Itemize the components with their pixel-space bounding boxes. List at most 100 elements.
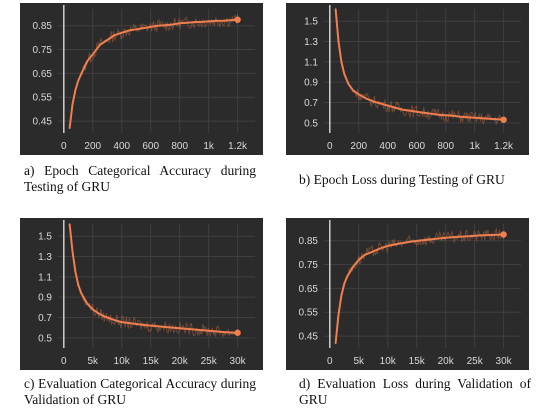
data-point xyxy=(415,110,418,113)
y-tick-label-4: 0.85 xyxy=(299,236,319,247)
y-tick-label-5: 1.5 xyxy=(38,232,52,243)
data-point xyxy=(437,113,440,116)
data-point xyxy=(337,40,340,43)
chart-panel-a: 0.45 0.55 0.65 0.75 0.85 0 200 400 600 800 1k 1.2k xyxy=(20,3,263,155)
series-line xyxy=(334,233,504,344)
chart-b-svg: 0.5 0.7 0.9 1.1 1.3 1.5 0 200 400 600 800 1k 1.2k xyxy=(304,5,521,152)
x-tick-label-3: 600 xyxy=(142,141,159,152)
series-points xyxy=(68,223,239,334)
y-tick-label-5: 1.5 xyxy=(304,17,318,28)
series-raw-line xyxy=(335,8,505,126)
data-point xyxy=(97,312,100,315)
data-point xyxy=(142,27,145,29)
data-point xyxy=(213,330,216,333)
series-end-marker xyxy=(500,116,507,123)
data-point xyxy=(430,112,432,115)
data-point xyxy=(473,116,476,119)
data-point xyxy=(334,8,337,10)
x-tick-label-4: 800 xyxy=(437,141,454,152)
data-point xyxy=(337,313,340,316)
caption-a: a) Epoch Categorical Accuracy during Tes… xyxy=(24,163,256,194)
data-point xyxy=(109,317,111,320)
data-point xyxy=(68,223,71,225)
y-tick-label-0: 0.45 xyxy=(299,332,319,343)
data-point xyxy=(491,234,493,236)
x-tick-label-4: 800 xyxy=(171,141,188,152)
data-point xyxy=(452,114,454,117)
data-point xyxy=(222,19,224,22)
data-point xyxy=(459,115,461,118)
data-point xyxy=(80,292,82,294)
caption-c: c) Evaluation Categorical Accuracy durin… xyxy=(24,376,256,407)
data-point xyxy=(74,270,77,273)
data-point xyxy=(120,321,123,323)
data-point xyxy=(71,103,74,106)
data-point xyxy=(456,236,459,238)
data-point xyxy=(225,331,227,334)
x-tick-label-4: 20k xyxy=(172,356,189,367)
series-points xyxy=(334,8,505,121)
x-tick-label-0: 0 xyxy=(327,141,333,152)
data-point xyxy=(352,89,354,92)
data-point xyxy=(386,104,389,107)
data-point xyxy=(340,294,343,297)
chart-panel-b: 0.5 0.7 0.9 1.1 1.3 1.5 0 200 400 600 800 1k 1.2k xyxy=(286,3,529,155)
data-point xyxy=(77,79,80,82)
series-raw-line xyxy=(69,224,239,338)
data-point xyxy=(343,282,346,285)
y-tick-label-1: 0.55 xyxy=(299,308,319,319)
data-point xyxy=(106,39,109,41)
data-point xyxy=(229,19,232,22)
data-point xyxy=(444,114,447,117)
y-tick-label-0: 0.45 xyxy=(33,117,53,128)
y-tick-label-2: 0.65 xyxy=(33,69,53,80)
data-point xyxy=(186,22,188,24)
data-point xyxy=(128,29,130,32)
series-line xyxy=(68,223,238,334)
y-tick-label-4: 1.3 xyxy=(38,252,52,263)
data-point xyxy=(120,32,123,34)
data-point xyxy=(408,109,411,112)
data-point xyxy=(479,234,482,237)
data-point xyxy=(86,302,88,305)
data-point xyxy=(200,21,203,23)
data-point xyxy=(381,247,383,249)
data-point xyxy=(115,319,117,322)
data-point xyxy=(379,102,382,105)
data-point xyxy=(207,20,210,23)
data-point xyxy=(99,43,101,46)
x-tick-label-2: 400 xyxy=(113,141,130,152)
chart-panel-c: 0.5 0.7 0.9 1.1 1.3 1.5 0 5k 10k 15k 20k 25k 30k xyxy=(20,218,263,370)
data-point xyxy=(372,100,375,103)
data-point xyxy=(68,127,71,130)
x-tick-label-1: 5k xyxy=(87,356,99,367)
chart-c-svg: 0.5 0.7 0.9 1.1 1.3 1.5 0 5k 10k 15k 20k 25k 30k xyxy=(38,220,255,367)
x-tick-label-6: 1.2k xyxy=(228,141,248,152)
chart-d-svg: 0.45 0.55 0.65 0.75 0.85 0 5k 10k 15k 20k 25k 30k xyxy=(299,220,521,367)
data-point xyxy=(495,118,498,121)
data-point xyxy=(193,21,195,23)
y-tick-label-3: 0.75 xyxy=(299,260,319,271)
data-point xyxy=(369,251,372,254)
data-point xyxy=(444,237,447,239)
x-tick-label-6: 1.2k xyxy=(494,141,514,152)
data-point xyxy=(481,117,483,120)
data-point xyxy=(357,258,360,261)
data-point xyxy=(365,97,367,100)
data-point xyxy=(178,327,181,329)
series-end-marker xyxy=(234,329,241,336)
x-tick-label-0: 0 xyxy=(327,356,333,367)
y-tick-label-4: 1.3 xyxy=(304,37,318,48)
data-point xyxy=(71,250,74,253)
caption-b: b) Epoch Loss during Testing of GRU xyxy=(299,172,505,187)
data-point xyxy=(202,329,204,332)
x-tick-label-2: 10k xyxy=(380,356,397,367)
data-point xyxy=(135,28,138,31)
data-point xyxy=(410,240,412,243)
x-tick-label-5: 1k xyxy=(469,141,481,152)
y-tick-label-3: 0.75 xyxy=(33,45,53,56)
y-tick-label-2: 0.9 xyxy=(38,293,52,304)
x-tick-label-3: 15k xyxy=(143,356,160,367)
x-tick-label-0: 0 xyxy=(61,141,67,152)
data-point xyxy=(103,315,106,318)
